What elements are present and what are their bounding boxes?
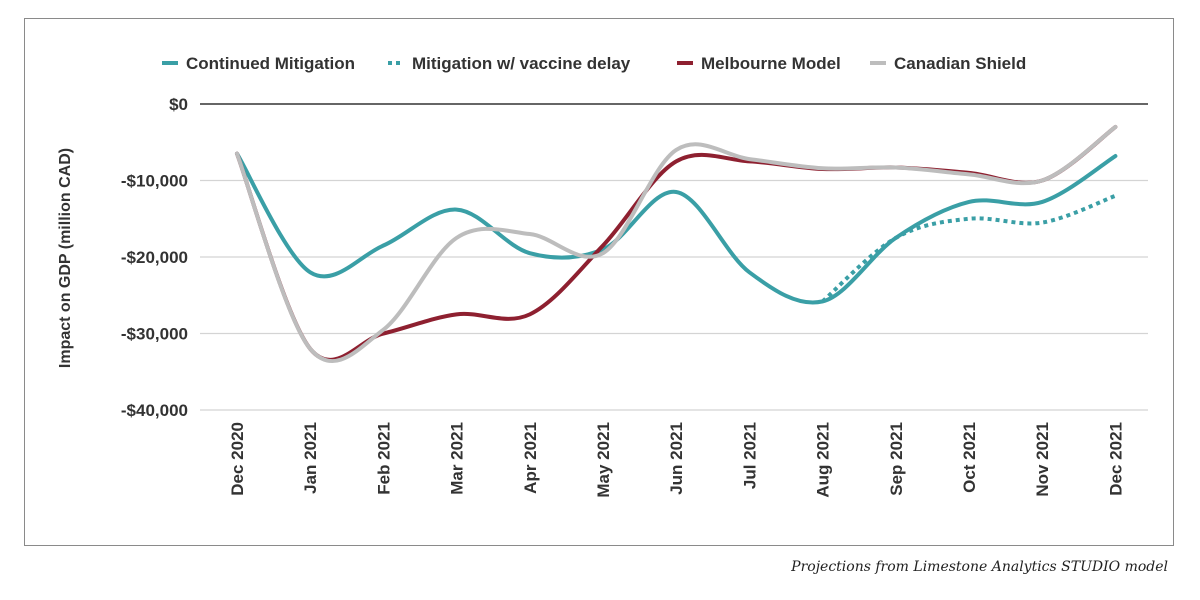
- x-tick-label: Aug 2021: [814, 422, 833, 498]
- x-tick-label: Apr 2021: [521, 422, 540, 494]
- x-tick-label: Feb 2021: [374, 422, 393, 495]
- x-tick-label: Mar 2021: [448, 422, 467, 495]
- x-tick-label: Nov 2021: [1033, 422, 1052, 497]
- legend-melbourne-model-label: Melbourne Model: [701, 54, 841, 73]
- y-axis-ticks: $0 -$10,000 -$20,000 -$30,000 -$40,000: [121, 95, 188, 420]
- x-tick-label: Dec 2020: [228, 422, 247, 496]
- series-continued-mitigation: [235, 151, 1118, 305]
- legend-canadian-shield-label: Canadian Shield: [894, 54, 1026, 73]
- y-tick-label: $0: [169, 95, 188, 114]
- y-axis-label: Impact on GDP (million CAD): [57, 148, 74, 368]
- x-tick-label: Oct 2021: [960, 422, 979, 493]
- y-tick-label: -$20,000: [121, 248, 188, 267]
- x-tick-label: Dec 2021: [1106, 422, 1125, 496]
- x-tick-label: Jan 2021: [301, 422, 320, 494]
- x-tick-label: Jun 2021: [667, 422, 686, 495]
- x-tick-label: Sep 2021: [887, 422, 906, 496]
- x-tick-label: May 2021: [594, 422, 613, 498]
- series-vaccine-delay: [821, 193, 1117, 303]
- gridlines: [200, 103, 1148, 411]
- series-canadian-shield: [235, 124, 1118, 363]
- y-tick-label: -$30,000: [121, 325, 188, 344]
- chart-frame: [24, 18, 1174, 546]
- x-axis-ticks: Dec 2020 Jan 2021 Feb 2021 Mar 2021 Apr 2021…: [228, 422, 1125, 498]
- y-tick-label: -$10,000: [121, 172, 188, 191]
- legend-vaccine-delay-label: Mitigation w/ vaccine delay: [412, 54, 631, 73]
- series-lines: [235, 124, 1118, 363]
- series-melbourne-model: [235, 124, 1118, 362]
- y-tick-label: -$40,000: [121, 401, 188, 420]
- x-tick-label: Jul 2021: [740, 422, 759, 489]
- source-caption: Projections from Limestone Analytics STU…: [791, 559, 1168, 575]
- legend: Continued Mitigation Mitigation w/ vaccin…: [162, 54, 1026, 73]
- legend-continued-mitigation-label: Continued Mitigation: [186, 54, 355, 73]
